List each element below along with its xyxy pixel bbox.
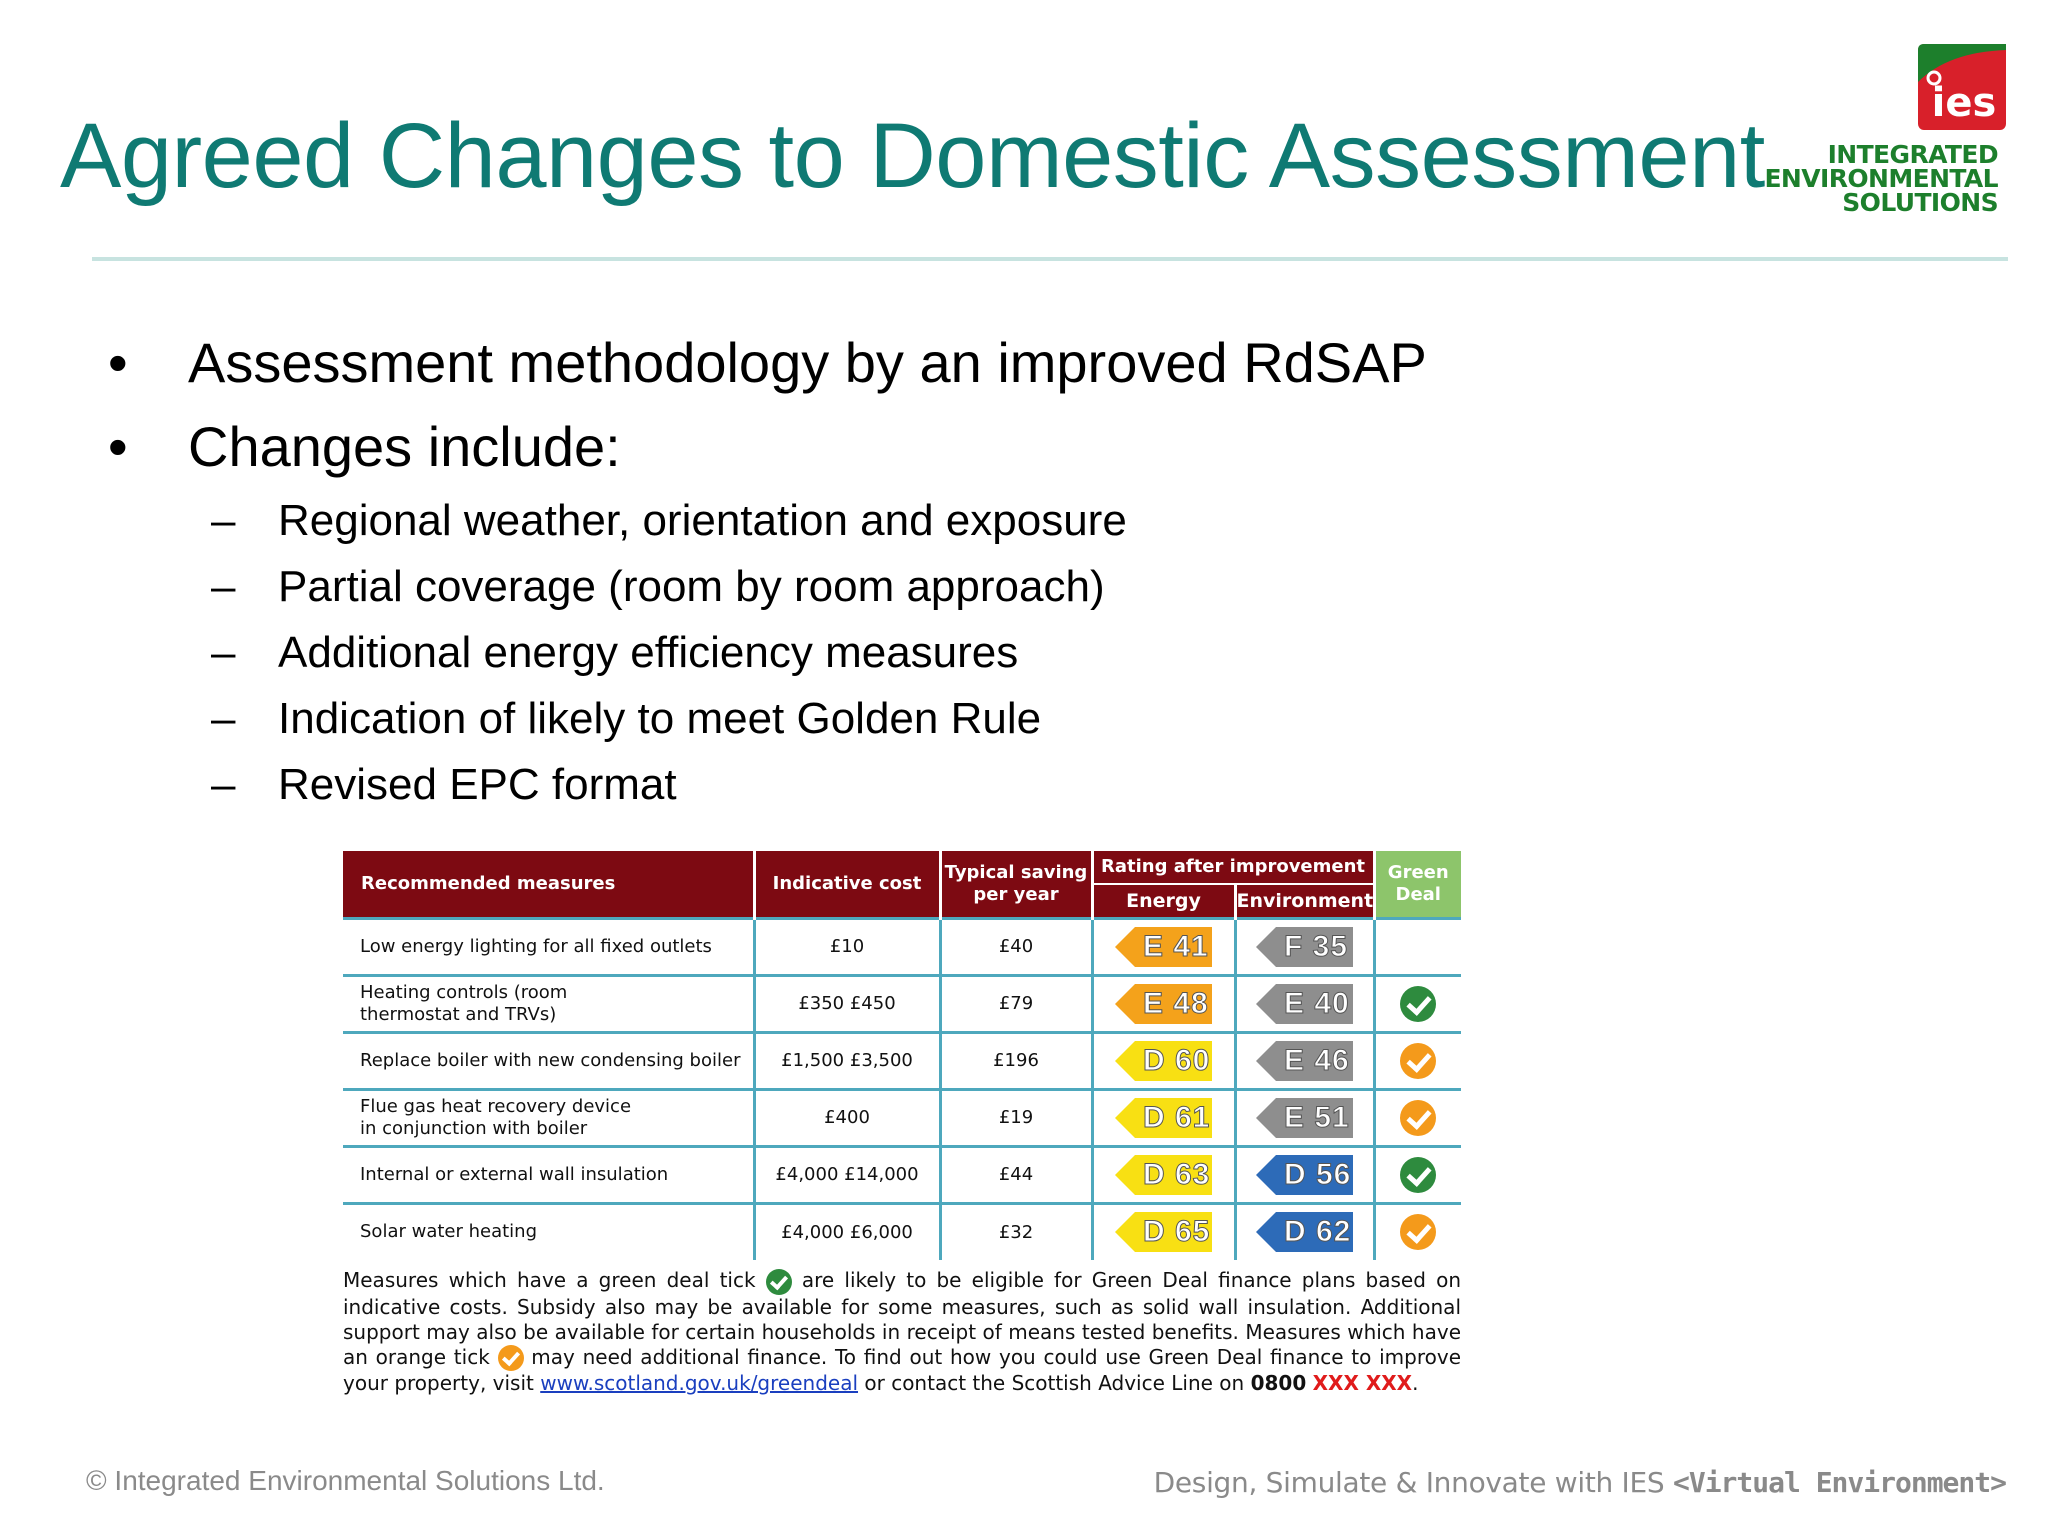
env-rating-badge: E 40 [1256, 983, 1353, 1024]
greendeal-link[interactable]: www.scotland.gov.uk/greendeal [540, 1371, 859, 1395]
env-rating-badge: D 56 [1256, 1154, 1353, 1195]
header-rating: Rating after improvement [1092, 851, 1376, 884]
env-rating-badge: F 35 [1256, 926, 1353, 967]
cost-cell: £4,000 £6,000 [754, 1201, 942, 1260]
header-environment: Environment [1235, 882, 1376, 918]
sub-bullet-text: Indication of likely to meet Golden Rule [278, 694, 1042, 743]
env-rating-badge: E 46 [1256, 1040, 1353, 1081]
bullet-glyph: • [108, 331, 128, 394]
table-body: Low energy lighting for all fixed outlet… [343, 916, 1461, 1260]
saving-cell: £40 [940, 916, 1094, 975]
measure-cell: Heating controls (room thermostat and TRV… [343, 973, 756, 1032]
env-rating-cell: D 56 [1235, 1144, 1376, 1203]
energy-rating-badge: D 63 [1115, 1154, 1212, 1195]
epc-recommendations-figure: Recommended measures Indicative cost Typ… [343, 851, 1461, 1396]
svg-text:ies: ies [1932, 80, 1997, 126]
env-rating-badge: D 62 [1256, 1212, 1353, 1253]
title-divider [92, 257, 2008, 261]
energy-rating-badge: D 65 [1115, 1212, 1212, 1253]
measure-cell: Low energy lighting for all fixed outlet… [343, 916, 756, 975]
orange-tick-icon [1400, 1099, 1437, 1136]
env-rating-cell: D 62 [1235, 1201, 1376, 1260]
cost-cell: £400 [754, 1087, 942, 1146]
measure-cell: Flue gas heat recovery device in conjunct… [343, 1087, 756, 1146]
cost-cell: £4,000 £14,000 [754, 1144, 942, 1203]
sub-bullet-text: Additional energy efficiency measures [278, 628, 1019, 677]
saving-cell: £19 [940, 1087, 1094, 1146]
orange-tick-icon [1400, 1214, 1437, 1251]
green-deal-note: Measures which have a green deal tick ar… [343, 1268, 1462, 1395]
green-deal-cell [1374, 1030, 1461, 1089]
measure-cell: Internal or external wall insulation [343, 1144, 756, 1203]
sub-bullet-text: Partial coverage (room by room approach) [278, 562, 1105, 611]
table-row: Low energy lighting for all fixed outlet… [343, 916, 1461, 975]
env-rating-cell: E 46 [1235, 1030, 1376, 1089]
env-rating-cell: E 51 [1235, 1087, 1376, 1146]
env-rating-cell: F 35 [1235, 916, 1376, 975]
bullet-item: • Assessment methodology by an improved … [108, 330, 1427, 414]
energy-rating-cell: D 61 [1092, 1087, 1237, 1146]
copyright-text: © Integrated Environmental Solutions Ltd… [86, 1465, 605, 1496]
table-row: Solar water heating £4,000 £6,000 £32 D 65 D… [343, 1201, 1461, 1260]
energy-rating-cell: D 65 [1092, 1201, 1237, 1260]
orange-tick-icon [497, 1345, 524, 1371]
saving-cell: £44 [940, 1144, 1094, 1203]
ies-logo: ies INTEGRATED ENVIRONMENTAL SOLUTIONS [1764, 40, 2010, 220]
cost-cell: £10 [754, 916, 942, 975]
bullet-text: Assessment methodology by an improved Rd… [188, 331, 1427, 394]
header-cost: Indicative cost [754, 851, 942, 918]
logo-line-2: ENVIRONMENTAL [1764, 164, 1998, 193]
energy-rating-badge: E 41 [1115, 926, 1212, 967]
energy-rating-cell: D 60 [1092, 1030, 1237, 1089]
energy-rating-badge: D 61 [1115, 1097, 1212, 1138]
header-measures: Recommended measures [343, 851, 756, 918]
energy-rating-badge: D 60 [1115, 1040, 1212, 1081]
bullet-text: Changes include: [188, 415, 621, 478]
green-tick-icon [1400, 985, 1437, 1022]
env-rating-cell: E 40 [1235, 973, 1376, 1032]
energy-rating-badge: E 48 [1115, 983, 1212, 1024]
orange-tick-icon [1400, 1042, 1437, 1079]
env-rating-badge: E 51 [1256, 1097, 1353, 1138]
saving-cell: £79 [940, 973, 1094, 1032]
bullet-item: • Changes include: [108, 414, 621, 498]
slide-title: Agreed Changes to Domestic Assessment [60, 105, 1765, 207]
cost-cell: £1,500 £3,500 [754, 1030, 942, 1089]
green-deal-cell [1374, 973, 1461, 1032]
green-deal-cell [1374, 1201, 1461, 1260]
bullet-glyph: • [108, 415, 128, 478]
table-row: Heating controls (room thermostat and TRV… [343, 973, 1461, 1032]
table-row: Flue gas heat recovery device in conjunct… [343, 1087, 1461, 1146]
energy-rating-cell: D 63 [1092, 1144, 1237, 1203]
measure-cell: Replace boiler with new condensing boile… [343, 1030, 756, 1089]
logo-line-1: INTEGRATED [1827, 140, 1999, 169]
header-green-deal: Green Deal [1374, 851, 1461, 918]
energy-rating-cell: E 48 [1092, 973, 1237, 1032]
green-tick-icon [1400, 1156, 1437, 1193]
green-deal-cell [1374, 916, 1461, 975]
footer-tagline: Design, Simulate & Innovate with IES <Vi… [1153, 1466, 2007, 1499]
saving-cell: £32 [940, 1201, 1094, 1260]
green-deal-cell [1374, 1144, 1461, 1203]
header-saving: Typical saving per year [940, 851, 1094, 918]
logo-line-3: SOLUTIONS [1842, 188, 1998, 217]
green-tick-icon [765, 1268, 792, 1295]
cost-cell: £350 £450 [754, 973, 942, 1032]
header-energy: Energy [1092, 882, 1237, 918]
sub-bullet-text: Revised EPC format [278, 760, 677, 809]
epc-table: Recommended measures Indicative cost Typ… [343, 851, 1461, 1260]
sub-bullet-text: Regional weather, orientation and exposu… [278, 496, 1127, 545]
measure-cell: Solar water heating [343, 1201, 756, 1260]
table-row: Replace boiler with new condensing boile… [343, 1030, 1461, 1089]
table-row: Internal or external wall insulation £4,0… [343, 1144, 1461, 1203]
bullet-list: • Assessment methodology by an improved … [108, 330, 1427, 809]
energy-rating-cell: E 41 [1092, 916, 1237, 975]
saving-cell: £196 [940, 1030, 1094, 1089]
green-deal-cell [1374, 1087, 1461, 1146]
ies-logo-mark-icon: ies [1918, 44, 2006, 130]
